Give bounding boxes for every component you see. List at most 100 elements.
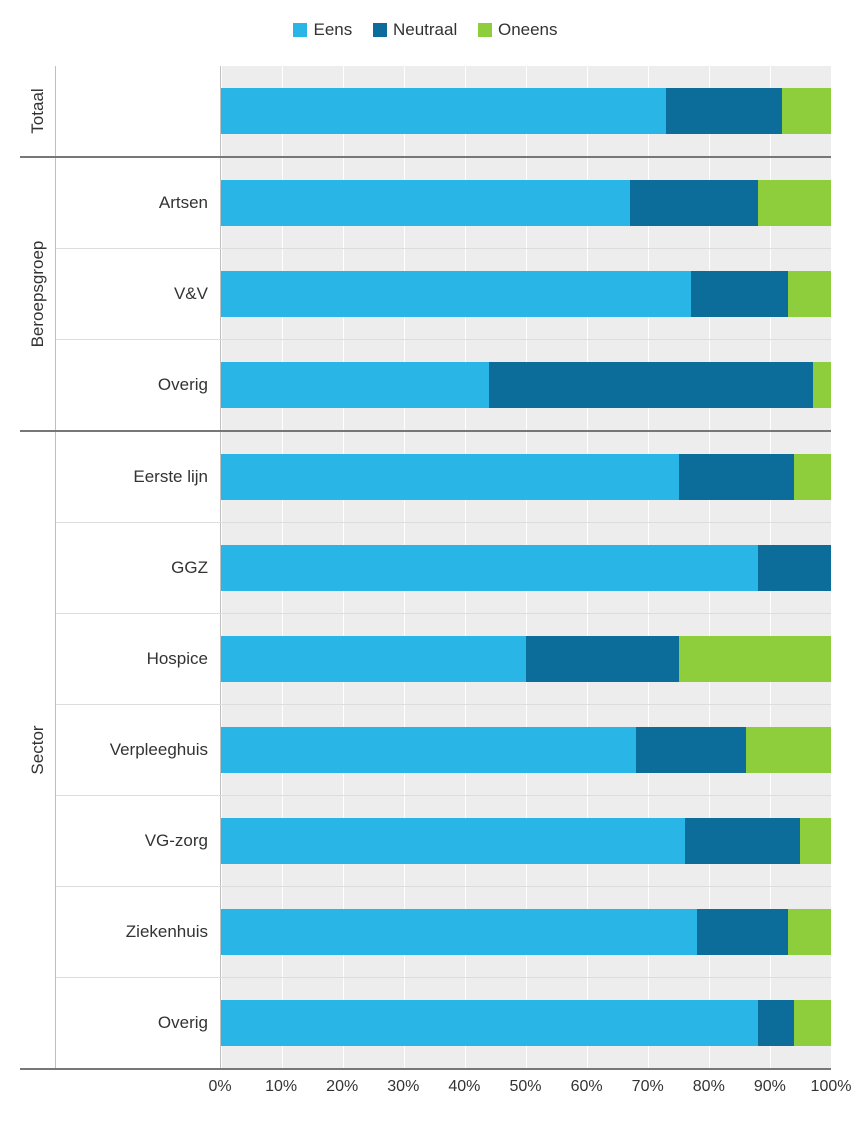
bar-segment	[794, 454, 831, 500]
rows	[56, 66, 831, 156]
bar-segment	[526, 636, 679, 682]
row-label: Artsen	[56, 158, 220, 248]
x-axis-ticks: 0%10%20%30%40%50%60%70%80%90%100%	[220, 1078, 831, 1102]
legend-label: Eens	[313, 20, 352, 40]
bar-segment	[221, 271, 691, 317]
bar-segment	[746, 727, 831, 773]
stacked-bar	[221, 818, 831, 864]
stacked-bar	[221, 909, 831, 955]
x-tick-label: 50%	[509, 1078, 541, 1096]
bar-segment	[794, 1000, 831, 1046]
row-label: Overig	[56, 340, 220, 430]
bar-segment	[679, 636, 832, 682]
bar-area	[220, 978, 831, 1068]
bar-segment	[630, 180, 758, 226]
bar-segment	[221, 909, 697, 955]
legend-label: Neutraal	[393, 20, 457, 40]
x-tick-label: 30%	[387, 1078, 419, 1096]
plot-area: TotaalBeroepsgroepArtsenV&VOverigSectorE…	[20, 66, 831, 1068]
row-label: VG-zorg	[56, 796, 220, 886]
bar-segment	[679, 454, 795, 500]
stacked-bar	[221, 1000, 831, 1046]
bar-segment	[788, 909, 831, 955]
row: Overig	[56, 339, 831, 430]
stacked-bar-chart: Eens Neutraal Oneens Totaal Beroepsgroep A…	[20, 20, 831, 1102]
row: GGZ	[56, 522, 831, 613]
legend-swatch	[478, 23, 492, 37]
stacked-bar	[221, 727, 831, 773]
group-label-text: Totaal	[28, 88, 48, 133]
x-tick-label: 40%	[448, 1078, 480, 1096]
group: Totaal	[20, 66, 831, 156]
legend-item: Oneens	[478, 20, 558, 40]
x-tick-label: 20%	[326, 1078, 358, 1096]
bar-segment	[221, 1000, 758, 1046]
bar-segment	[758, 545, 831, 591]
bar-segment	[636, 727, 746, 773]
row-label: GGZ	[56, 523, 220, 613]
row: Overig	[56, 977, 831, 1068]
row: Hospice	[56, 613, 831, 704]
bar-area	[220, 614, 831, 704]
x-tick-label: 80%	[693, 1078, 725, 1096]
bar-area	[220, 158, 831, 248]
group-label-text: Beroepsgroep	[28, 241, 48, 348]
bar-segment	[813, 362, 831, 408]
bar-segment	[489, 362, 812, 408]
x-tick-label: 0%	[208, 1078, 231, 1096]
x-tick-label: 60%	[571, 1078, 603, 1096]
row-label: Hospice	[56, 614, 220, 704]
row: Ziekenhuis	[56, 886, 831, 977]
row-label: V&V	[56, 249, 220, 339]
row-label	[56, 66, 220, 156]
bar-segment	[221, 180, 630, 226]
group-label: Totaal	[20, 66, 56, 156]
bar-segment	[788, 271, 831, 317]
bar-segment	[221, 454, 679, 500]
bar-segment	[697, 909, 789, 955]
row	[56, 66, 831, 156]
bar-segment	[782, 88, 831, 134]
bar-segment	[800, 818, 831, 864]
row: V&V	[56, 248, 831, 339]
bar-segment	[221, 818, 685, 864]
bar-area	[220, 432, 831, 522]
group-label: Sector	[20, 432, 56, 1068]
x-tick-label: 100%	[811, 1078, 851, 1096]
bar-segment	[758, 180, 831, 226]
row: Artsen	[56, 158, 831, 248]
legend-swatch	[373, 23, 387, 37]
bar-area	[220, 340, 831, 430]
legend-item: Eens	[293, 20, 352, 40]
x-tick-label: 70%	[632, 1078, 664, 1096]
bar-segment	[221, 545, 758, 591]
stacked-bar	[221, 362, 831, 408]
bar-area	[220, 249, 831, 339]
bar-area	[220, 523, 831, 613]
bar-area	[220, 705, 831, 795]
row: Eerste lijn	[56, 432, 831, 522]
rows: ArtsenV&VOverig	[56, 158, 831, 430]
stacked-bar	[221, 454, 831, 500]
stacked-bar	[221, 180, 831, 226]
stacked-bar	[221, 271, 831, 317]
bar-segment	[221, 362, 489, 408]
legend-label: Oneens	[498, 20, 558, 40]
group: SectorEerste lijnGGZHospiceVerpleeghuisV…	[20, 430, 831, 1068]
legend: Eens Neutraal Oneens	[20, 20, 831, 42]
row-label: Overig	[56, 978, 220, 1068]
bar-area	[220, 66, 831, 156]
group-label: Beroepsgroep	[20, 158, 56, 430]
bar-area	[220, 887, 831, 977]
stacked-bar	[221, 545, 831, 591]
row-label: Eerste lijn	[56, 432, 220, 522]
bar-segment	[221, 727, 636, 773]
bar-segment	[758, 1000, 795, 1046]
row: Verpleeghuis	[56, 704, 831, 795]
group: Beroepsgroep ArtsenV&VOverig	[20, 156, 831, 430]
row-label: Ziekenhuis	[56, 887, 220, 977]
x-tick-label: 10%	[265, 1078, 297, 1096]
row: VG-zorg	[56, 795, 831, 886]
stacked-bar	[221, 636, 831, 682]
rows: Eerste lijnGGZHospiceVerpleeghuisVG-zorg…	[56, 432, 831, 1068]
